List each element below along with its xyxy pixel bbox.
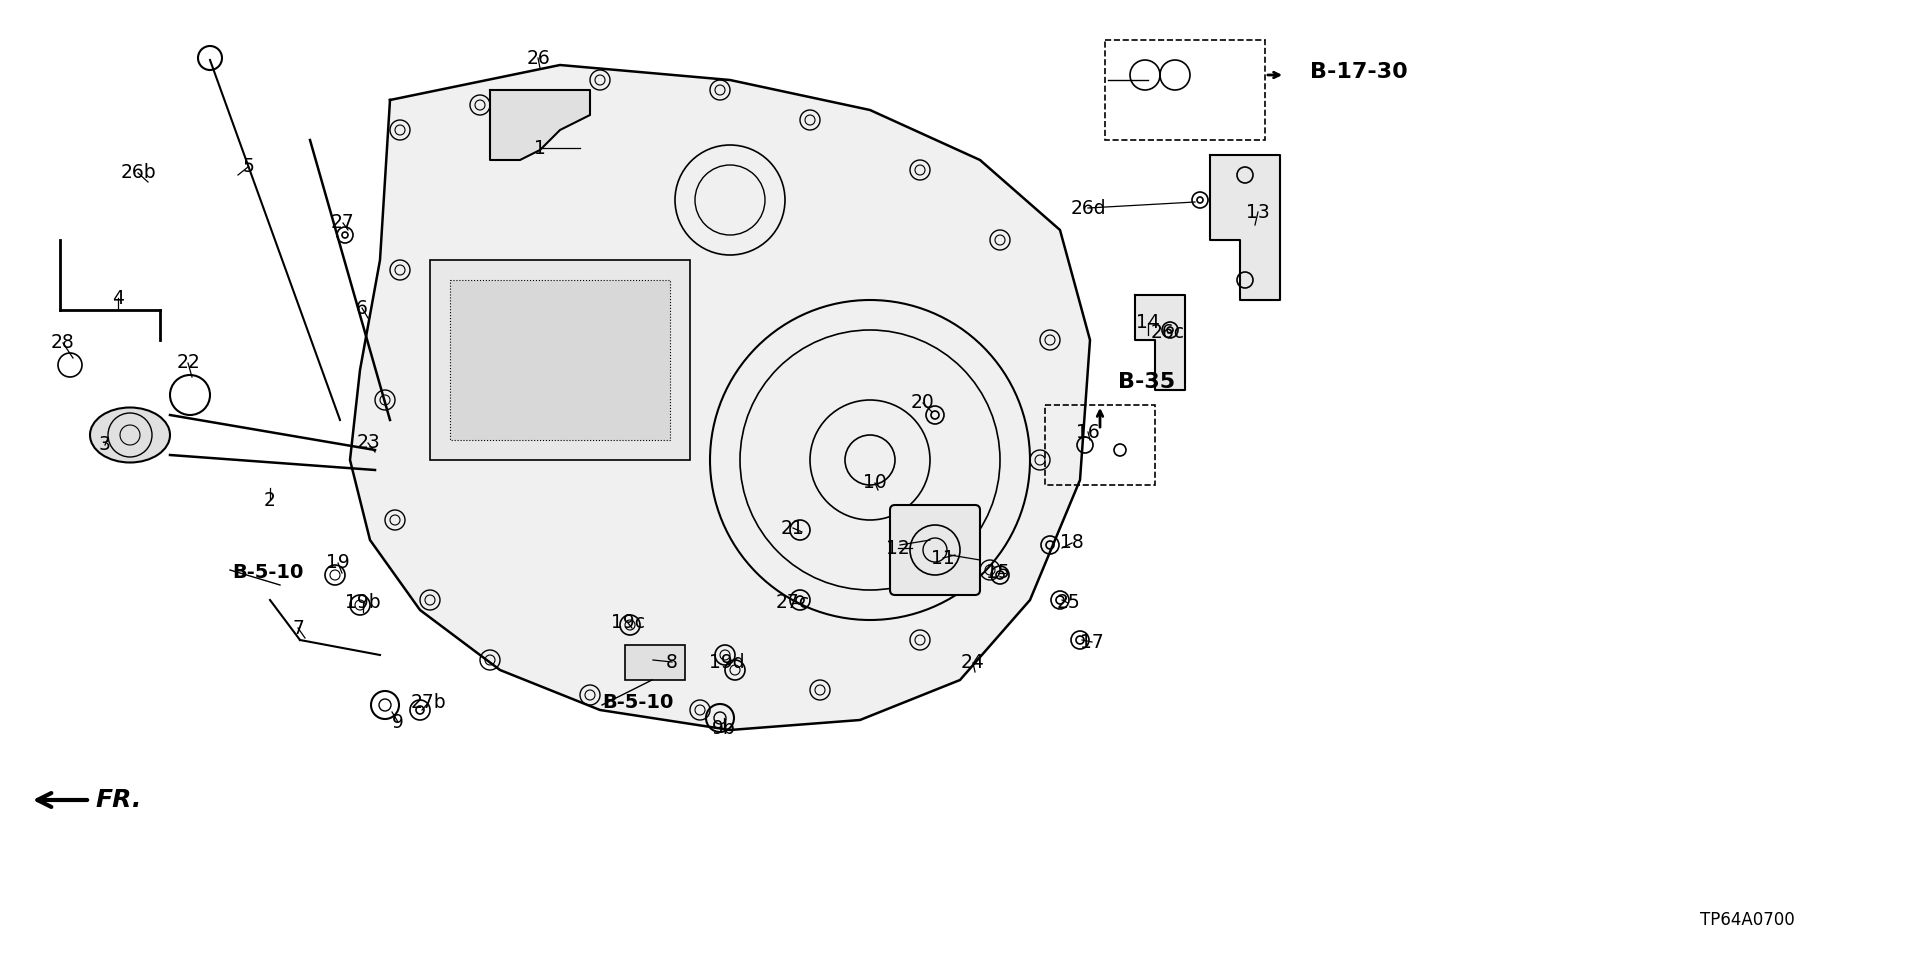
Text: 10: 10 — [864, 474, 887, 493]
Text: 23: 23 — [355, 433, 380, 453]
Text: 11: 11 — [931, 549, 954, 568]
Text: 8: 8 — [666, 652, 678, 671]
Text: FR.: FR. — [94, 788, 142, 812]
Bar — [1106, 40, 1265, 140]
FancyBboxPatch shape — [891, 505, 979, 595]
Text: 28: 28 — [52, 334, 75, 353]
Text: 19d: 19d — [708, 653, 745, 672]
Polygon shape — [1210, 155, 1281, 300]
Text: 21: 21 — [781, 519, 804, 537]
Text: 26c: 26c — [1150, 323, 1185, 342]
Text: 15: 15 — [987, 564, 1010, 582]
Text: 17: 17 — [1081, 633, 1104, 651]
Text: 9: 9 — [392, 713, 403, 732]
Text: 5: 5 — [242, 157, 253, 176]
Polygon shape — [1135, 295, 1185, 390]
Text: 18: 18 — [1060, 533, 1085, 552]
Bar — [626, 645, 685, 680]
Polygon shape — [349, 65, 1091, 730]
Text: B-35: B-35 — [1117, 372, 1175, 392]
Text: 26: 26 — [526, 49, 549, 67]
Text: 14: 14 — [1137, 314, 1160, 333]
Bar — [1044, 405, 1156, 485]
Text: 22: 22 — [177, 354, 200, 372]
Text: 19: 19 — [326, 553, 349, 573]
Text: 19b: 19b — [346, 594, 380, 613]
Text: B-5-10: B-5-10 — [232, 563, 303, 581]
Text: 19c: 19c — [611, 614, 645, 633]
Text: 27b: 27b — [411, 693, 445, 713]
Text: 6: 6 — [355, 298, 369, 317]
Text: 26b: 26b — [121, 163, 156, 182]
Text: 27c: 27c — [776, 594, 810, 613]
Text: 27: 27 — [330, 214, 355, 232]
Text: 9b: 9b — [712, 718, 735, 737]
Text: 12: 12 — [887, 539, 910, 557]
Text: 26d: 26d — [1069, 199, 1106, 218]
Text: 24: 24 — [962, 653, 985, 672]
Text: 1: 1 — [534, 138, 545, 157]
Text: 16: 16 — [1075, 423, 1100, 441]
Text: TP64A0700: TP64A0700 — [1699, 911, 1795, 929]
Text: 4: 4 — [111, 289, 125, 308]
Text: B-5-10: B-5-10 — [603, 693, 674, 713]
Ellipse shape — [90, 408, 171, 462]
Text: 20: 20 — [912, 393, 935, 412]
Text: 25: 25 — [1056, 594, 1079, 613]
Bar — [449, 280, 670, 440]
Text: 2: 2 — [265, 490, 276, 509]
Text: B-17-30: B-17-30 — [1309, 62, 1407, 82]
Polygon shape — [490, 90, 589, 160]
Text: 13: 13 — [1246, 202, 1269, 222]
Text: 3: 3 — [100, 435, 111, 455]
Text: 7: 7 — [292, 619, 303, 638]
Bar — [430, 260, 689, 460]
